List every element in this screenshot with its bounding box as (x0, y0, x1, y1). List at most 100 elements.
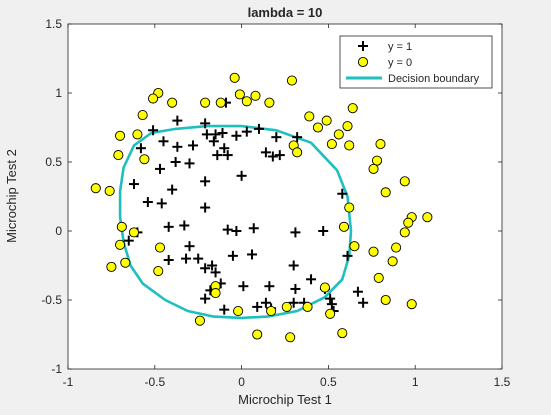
point-negative (292, 147, 303, 158)
decision-boundary-line (118, 124, 353, 320)
point-negative (403, 217, 414, 228)
point-positive (222, 224, 233, 235)
point-positive (306, 274, 317, 285)
point-negative (373, 272, 384, 283)
legend-label-negative: y = 0 (388, 57, 412, 69)
point-positive (260, 297, 271, 308)
point-positive (212, 150, 223, 161)
point-positive (158, 136, 169, 147)
y-tick-label: -1 (51, 362, 62, 376)
point-negative (148, 93, 159, 104)
point-positive (241, 126, 252, 137)
chart-title: lambda = 10 (248, 5, 323, 20)
point-positive (247, 249, 258, 260)
point-negative (380, 294, 391, 306)
point-negative (368, 163, 379, 174)
point-negative (399, 227, 410, 238)
point-negative (406, 299, 417, 310)
point-negative (139, 154, 150, 165)
point-positive (170, 157, 181, 167)
point-negative (90, 183, 101, 194)
point-negative (115, 239, 126, 250)
point-negative (375, 139, 386, 150)
point-negative (132, 129, 143, 140)
point-positive (219, 304, 230, 315)
point-positive (200, 202, 211, 213)
point-positive (292, 132, 303, 143)
point-positive (210, 267, 221, 278)
point-positive (208, 136, 219, 147)
point-positive (290, 283, 301, 294)
point-negative (344, 140, 355, 151)
point-positive (358, 297, 369, 308)
point-positive (200, 293, 211, 304)
y-tick-label: -0.5 (41, 293, 62, 307)
point-positive (135, 143, 146, 154)
point-positive (264, 281, 275, 292)
point-negative (233, 305, 244, 317)
point-negative (304, 111, 315, 122)
point-negative (116, 221, 127, 232)
point-positive (248, 223, 259, 234)
point-negative (264, 97, 275, 108)
point-positive (184, 241, 195, 252)
point-positive (238, 281, 249, 292)
point-negative (194, 315, 205, 326)
point-negative (391, 242, 402, 253)
point-negative (344, 202, 355, 213)
point-positive (352, 286, 363, 297)
point-positive (253, 123, 264, 134)
point-negative (104, 185, 115, 197)
point-positive (267, 151, 278, 162)
legend-label-positive: y = 1 (388, 41, 412, 53)
point-positive (222, 150, 233, 161)
y-tick-label: 0 (55, 224, 62, 238)
point-positive (236, 170, 247, 181)
point-negative (113, 150, 124, 161)
point-positive (163, 221, 174, 232)
point-negative (234, 89, 245, 100)
point-negative (302, 301, 313, 312)
point-positive (274, 150, 285, 161)
x-tick-label: 1 (412, 375, 419, 389)
point-positive (128, 179, 139, 190)
x-tick-label: -1 (63, 375, 74, 389)
point-negative (286, 75, 297, 86)
point-positive (200, 118, 211, 129)
point-positive (148, 125, 159, 136)
point-positive (172, 141, 183, 152)
point-positive (219, 143, 230, 154)
point-negative (250, 90, 261, 101)
point-negative (387, 256, 398, 267)
x-tick-label: 1.5 (494, 375, 511, 389)
x-axis-label: Microchip Test 1 (238, 392, 332, 407)
point-positive (318, 226, 329, 236)
point-negative (319, 282, 330, 293)
point-positive (288, 297, 299, 308)
y-axis-label: Microchip Test 2 (4, 149, 19, 243)
point-positive (231, 226, 242, 236)
y-tick-label: 1.5 (45, 17, 62, 31)
point-negative (215, 97, 226, 108)
point-negative (281, 301, 292, 312)
point-negative (371, 155, 383, 166)
point-negative (349, 241, 360, 252)
point-positive (155, 163, 166, 174)
point-negative (120, 257, 131, 268)
point-negative (325, 308, 336, 319)
point-negative (252, 329, 263, 340)
point-negative (342, 121, 353, 132)
point-positive (187, 140, 198, 151)
point-positive (260, 147, 271, 158)
point-negative (128, 227, 140, 238)
point-positive (325, 293, 336, 304)
point-negative (321, 115, 332, 126)
point-negative (333, 129, 344, 140)
legend: y = 1 y = 0 Decision boundary (339, 35, 493, 89)
point-positive (181, 253, 192, 264)
point-positive (252, 301, 263, 312)
x-tick-label: -0.5 (144, 375, 165, 389)
point-negative (326, 139, 337, 150)
